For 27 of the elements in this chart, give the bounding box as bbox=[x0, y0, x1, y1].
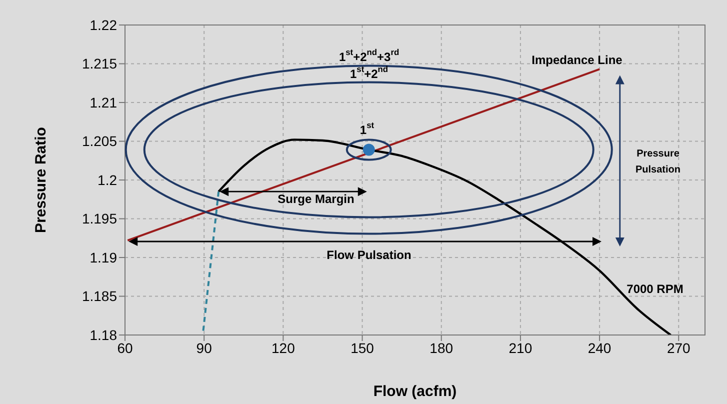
annotation: Flow Pulsation bbox=[326, 248, 412, 262]
x-tick-label: 180 bbox=[430, 340, 454, 356]
x-tick-label: 150 bbox=[350, 340, 374, 356]
x-tick-label: 270 bbox=[666, 340, 691, 356]
annotation: 7000 RPM bbox=[626, 282, 684, 296]
annotation: Surge Margin bbox=[278, 192, 354, 206]
annotation: 1$^{st}$+2$^{nd}$+3$^{rd}$ bbox=[338, 47, 400, 64]
x-tick-label: 120 bbox=[272, 340, 296, 356]
annotation: Pressure Pulsation bbox=[635, 148, 681, 176]
y-tick-label: 1.205 bbox=[82, 133, 118, 150]
y-tick-label: 1.195 bbox=[82, 210, 118, 227]
annotation: 1$^{st}$+2$^{nd}$ bbox=[350, 64, 388, 82]
x-tick-label: 210 bbox=[508, 340, 532, 356]
y-tick-label: 1.18 bbox=[90, 326, 118, 343]
annotation: Impedance Line bbox=[532, 53, 623, 68]
y-tick-label: 1.19 bbox=[90, 249, 118, 266]
y-tick-label: 1.21 bbox=[90, 94, 118, 110]
x-tick-label: 240 bbox=[588, 340, 612, 356]
annotation: 1$^{st}$ bbox=[360, 120, 374, 138]
y-tick-label: 1.185 bbox=[82, 288, 118, 304]
x-tick-label: 60 bbox=[117, 340, 133, 356]
x-axis-title: Flow (acfm) bbox=[373, 383, 457, 400]
y-tick-label: 1.22 bbox=[90, 16, 118, 33]
y-tick-label: 1.2 bbox=[98, 172, 118, 188]
x-tick-label: 90 bbox=[196, 340, 212, 356]
y-axis-title: Pressure Ratio bbox=[32, 127, 50, 233]
y-tick-label: 1.215 bbox=[82, 56, 118, 72]
